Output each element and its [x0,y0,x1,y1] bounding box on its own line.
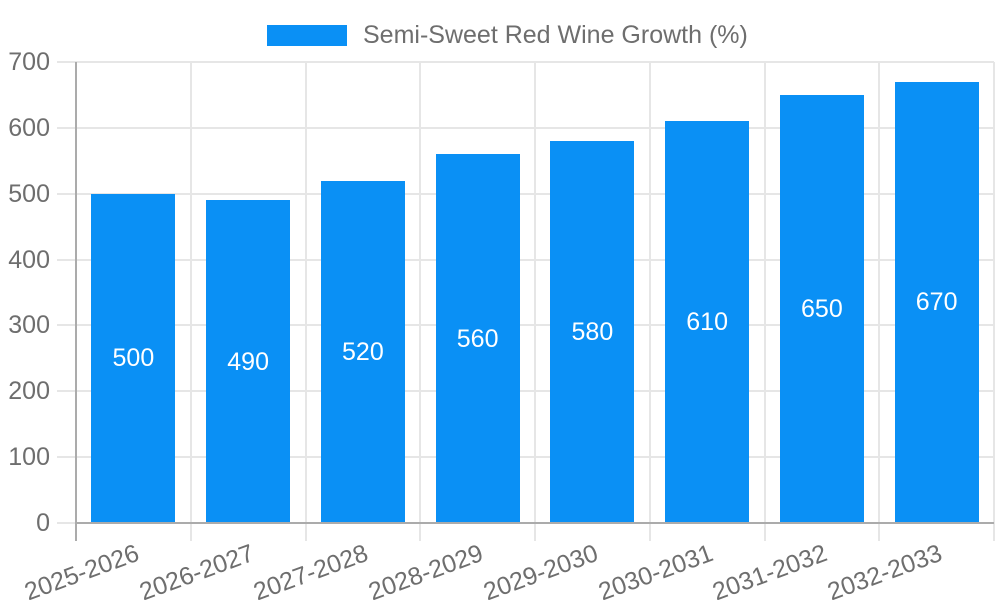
y-gridline [57,192,994,195]
x-tick-label-text: 2027-2028 [250,539,373,600]
bar-value-label: 650 [801,294,843,323]
y-gridline [57,61,994,63]
bar[interactable] [435,154,520,523]
x-gridline [993,62,995,541]
x-tick-label-text: 2030-2031 [594,539,717,600]
y-gridline [57,258,994,261]
bar[interactable] [894,81,979,523]
y-axis-line [75,62,77,541]
y-tick-label: 0 [36,509,50,537]
legend-item[interactable]: Semi-Sweet Red Wine Growth (%) [267,22,748,48]
legend-label: Semi-Sweet Red Wine Growth (%) [363,21,748,49]
y-gridline [57,324,994,327]
bar-value-label: 670 [915,288,958,317]
bar[interactable] [206,200,291,523]
bar-value-label: 560 [456,324,499,353]
x-gridline [419,62,422,541]
x-tick-label-text: 2028-2029 [364,539,487,600]
y-gridline [57,126,994,129]
bar[interactable] [320,180,405,523]
bar[interactable] [91,193,176,523]
y-gridline [57,456,994,459]
y-tick-label: 100 [8,443,50,472]
bar-value-label: 580 [571,318,614,346]
bar[interactable] [665,121,750,523]
bar-value-label: 490 [227,347,269,376]
x-tick-label-text: 2031-2032 [709,539,832,600]
y-tick-label: 700 [8,48,50,76]
y-tick-label: 300 [8,311,50,340]
x-tick-label-text: 2029-2030 [479,539,602,600]
y-gridline [57,390,994,393]
x-gridline [189,62,192,541]
x-gridline [304,62,307,541]
legend-color-swatch [267,24,347,46]
y-tick-label: 200 [8,377,50,406]
bar-value-label: 500 [112,344,155,373]
x-gridline [534,62,536,541]
x-axis-line [76,522,994,524]
bar-value-label: 520 [342,337,384,366]
x-gridline [648,62,651,541]
y-tick-label: 400 [8,245,50,274]
x-gridline [763,62,766,541]
x-tick-label-text: 2026-2027 [135,539,258,600]
y-tick-label: 500 [8,179,50,208]
bar[interactable] [779,94,864,523]
bar-value-label: 610 [686,308,728,337]
bar[interactable] [550,141,635,523]
x-tick-label-text: 2032-2033 [823,539,946,600]
x-tick-label-text: 2025-2026 [20,539,143,600]
y-tick-label: 600 [8,113,50,142]
x-gridline [878,62,881,541]
